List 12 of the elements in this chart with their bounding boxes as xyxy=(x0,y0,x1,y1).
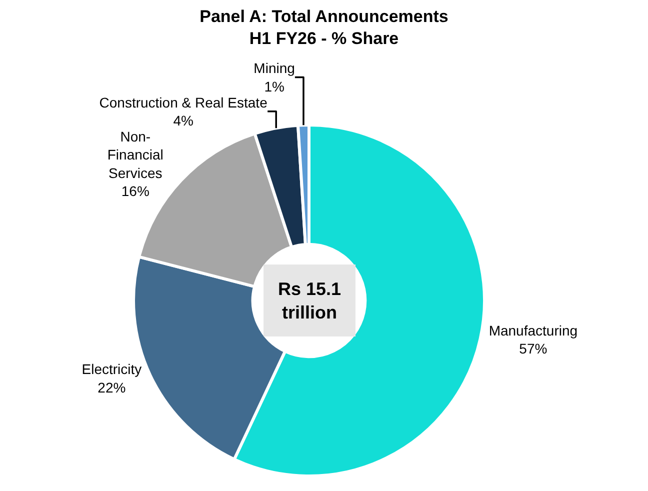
slice-label: Non- Financial Services xyxy=(107,128,164,181)
data-label: 1% xyxy=(264,78,284,94)
data-label: 57% xyxy=(519,340,548,357)
slice-label: Electricity xyxy=(82,361,142,378)
data-label: 22% xyxy=(98,379,126,396)
slice-label: Construction & Real Estate xyxy=(99,94,268,110)
slice-label: Mining xyxy=(254,60,295,76)
text: Rs 15.1 trillion xyxy=(278,279,342,322)
chart-title: Panel A: Total Announcements H1 FY26 - % Share xyxy=(200,7,448,48)
slice-label: Manufacturing xyxy=(488,322,578,338)
data-label: 4% xyxy=(173,112,194,129)
data-label: 16% xyxy=(121,183,150,200)
